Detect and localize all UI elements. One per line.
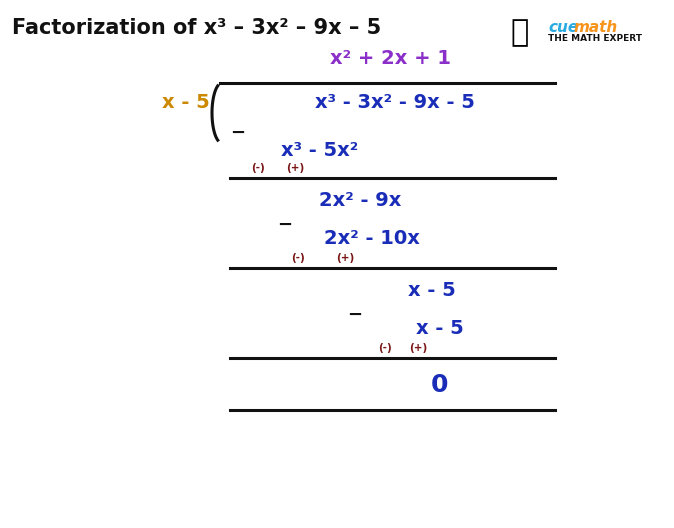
Text: x - 5: x - 5 — [416, 318, 464, 337]
Text: cue: cue — [548, 20, 578, 35]
Text: (-): (-) — [251, 163, 265, 173]
Text: (-): (-) — [378, 343, 392, 353]
Text: 2x² - 10x: 2x² - 10x — [324, 229, 420, 248]
Text: x - 5: x - 5 — [162, 93, 210, 112]
Text: −: − — [278, 216, 293, 234]
Text: THE MATH EXPERT: THE MATH EXPERT — [548, 34, 642, 43]
Text: −: − — [231, 124, 245, 142]
Text: (+): (+) — [336, 253, 354, 263]
Text: 0: 0 — [431, 373, 449, 397]
Text: x² + 2x + 1: x² + 2x + 1 — [330, 49, 450, 68]
Text: x³ - 5x²: x³ - 5x² — [281, 140, 359, 159]
Text: −: − — [347, 306, 363, 324]
Text: x - 5: x - 5 — [408, 280, 456, 299]
Text: math: math — [574, 20, 618, 35]
Text: 🚀: 🚀 — [510, 18, 528, 47]
Text: x³ - 3x² - 9x - 5: x³ - 3x² - 9x - 5 — [315, 93, 475, 112]
Text: Factorization of x³ – 3x² – 9x – 5: Factorization of x³ – 3x² – 9x – 5 — [12, 18, 381, 38]
Text: (+): (+) — [409, 343, 427, 353]
Text: 2x² - 9x: 2x² - 9x — [319, 191, 401, 210]
Text: (-): (-) — [291, 253, 305, 263]
Text: (+): (+) — [286, 163, 304, 173]
